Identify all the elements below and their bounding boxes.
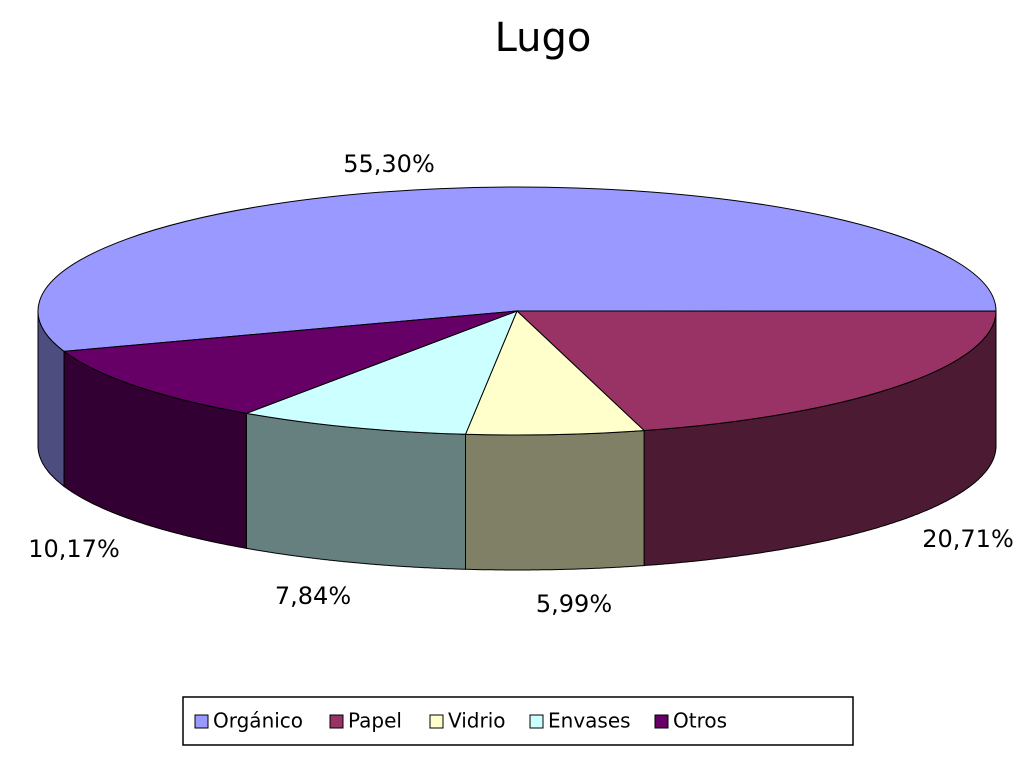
legend-box bbox=[182, 696, 854, 746]
data-label: 55,30% bbox=[343, 150, 435, 178]
legend-swatch bbox=[329, 714, 344, 729]
pie-side bbox=[245, 412, 466, 570]
pie-slice bbox=[244, 310, 518, 435]
legend-swatch bbox=[654, 714, 669, 729]
legend-label: Otros bbox=[673, 709, 727, 733]
data-label: 20,71% bbox=[922, 525, 1014, 553]
legend-label: Orgánico bbox=[213, 709, 303, 733]
legend-swatch bbox=[429, 714, 444, 729]
legend-label: Papel bbox=[348, 709, 402, 733]
pie-slice bbox=[37, 186, 997, 352]
pie-slice bbox=[515, 310, 997, 432]
chart-title: Lugo bbox=[495, 15, 592, 61]
pie-slice bbox=[464, 310, 646, 436]
data-label: 7,84% bbox=[275, 582, 351, 610]
legend-swatch bbox=[194, 714, 209, 729]
pie-tops bbox=[37, 186, 997, 436]
legend: Orgánico Papel Vidrio Envases Otros bbox=[194, 709, 727, 733]
pie-side bbox=[465, 430, 645, 571]
pie-slice bbox=[62, 310, 518, 414]
data-label: 5,99% bbox=[536, 590, 612, 618]
legend-swatch bbox=[529, 714, 544, 729]
legend-label: Vidrio bbox=[448, 709, 506, 733]
legend-label: Envases bbox=[548, 709, 631, 733]
pie-sides bbox=[37, 311, 997, 571]
data-label: 10,17% bbox=[28, 535, 120, 563]
